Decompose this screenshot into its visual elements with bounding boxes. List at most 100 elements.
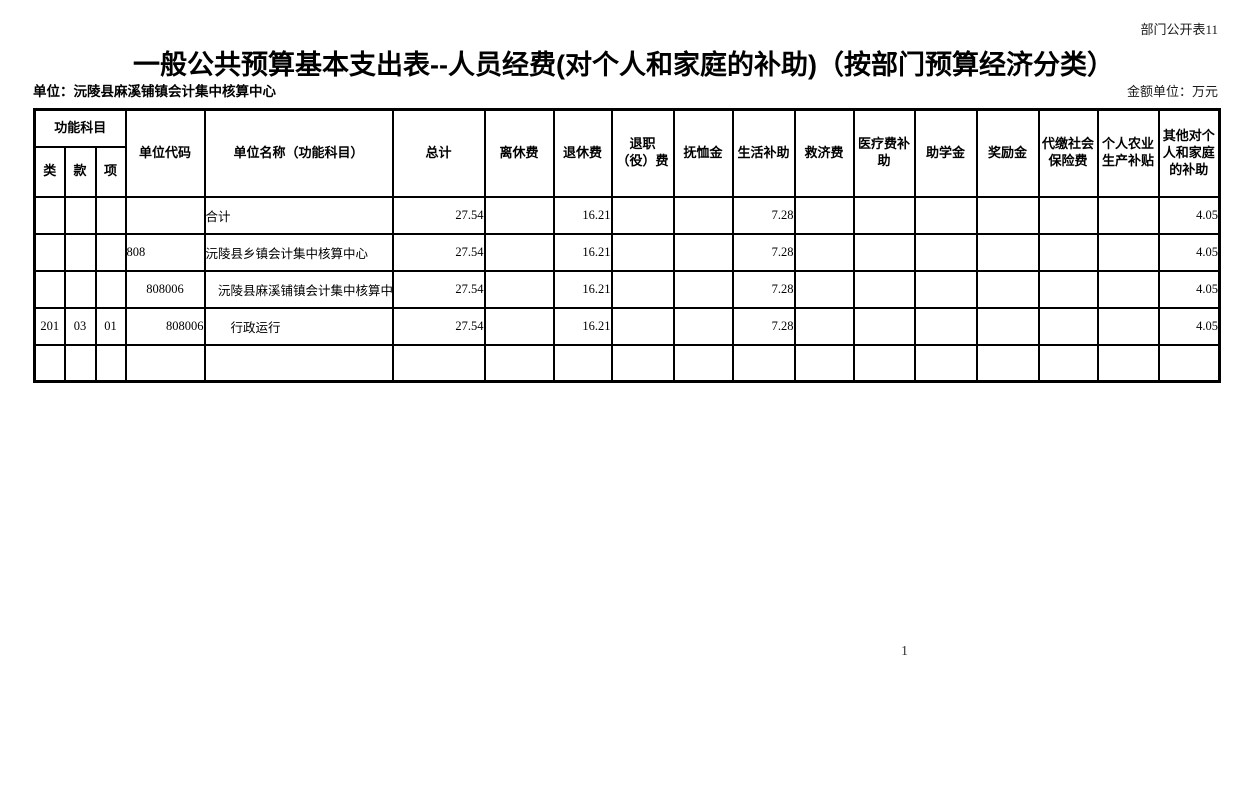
table-cell [33, 232, 66, 272]
table-cell [610, 343, 675, 383]
table-cell [852, 195, 916, 235]
header-daijiaoshebao: 代缴社会保险费 [1037, 108, 1099, 198]
page-number: 1 [901, 644, 908, 659]
table-cell: 7.28 [731, 195, 796, 235]
table-cell [975, 306, 1040, 346]
table-cell [975, 269, 1040, 309]
table-cell: 01 [94, 306, 127, 346]
table-cell: 7.28 [731, 232, 796, 272]
header-func-group: 功能科目 [33, 108, 127, 148]
header-lixiufei: 离休费 [483, 108, 555, 198]
table-cell [852, 343, 916, 383]
unit-label: 单位：沅陵县麻溪铺镇会计集中核算中心 [33, 84, 276, 99]
table-cell [483, 195, 555, 235]
header-tuizhifei: 退职（役）费 [610, 108, 675, 198]
table-cell [552, 343, 613, 383]
table-cell [33, 269, 66, 309]
header-unit-name: 单位名称（功能科目） [203, 108, 394, 198]
header-row-1: 功能科目 单位代码 单位名称（功能科目） 总计 离休费 退休费 退职（役）费 抚… [33, 108, 1221, 198]
table-cell [1037, 232, 1099, 272]
header-gerennongye: 个人农业生产补贴 [1096, 108, 1160, 198]
table-cell: 27.54 [391, 232, 486, 272]
table-cell [793, 306, 855, 346]
table-cell: 16.21 [552, 269, 613, 309]
header-qitabuzhu: 其他对个人和家庭的补助 [1157, 108, 1221, 198]
table-cell [1096, 195, 1160, 235]
table-cell [793, 343, 855, 383]
table-cell: 7.28 [731, 306, 796, 346]
table-cell: 201 [33, 306, 66, 346]
table-cell [913, 232, 978, 272]
header-yiliaofeibuzhu: 医疗费补助 [852, 108, 916, 198]
table-cell: 27.54 [391, 195, 486, 235]
table-cell: 16.21 [552, 232, 613, 272]
table-cell [63, 232, 97, 272]
table-cell [203, 343, 394, 383]
table-cell [793, 195, 855, 235]
table-cell [610, 232, 675, 272]
table-cell: 808006 [124, 269, 206, 309]
table-cell [1096, 232, 1160, 272]
table-cell [1037, 269, 1099, 309]
header-unit-code: 单位代码 [124, 108, 206, 198]
header-jiujifei: 救济费 [793, 108, 855, 198]
table-cell [483, 232, 555, 272]
table-cell [63, 269, 97, 309]
table-cell [672, 343, 734, 383]
table-body: 合计 27.54 16.21 7.28 4.05 808 沅陵县乡镇会计集中核算中心 27.5… [33, 195, 1221, 383]
table-cell [1157, 343, 1221, 383]
table-row: 201 03 01 808006 行政运行 27.54 16.21 7.28 4.05 [33, 306, 1221, 346]
table-cell [913, 269, 978, 309]
table-cell: 行政运行 [203, 306, 394, 346]
header-jianglijin: 奖励金 [975, 108, 1040, 198]
header-zhuxuejin: 助学金 [913, 108, 978, 198]
table-cell [793, 232, 855, 272]
amount-unit-label: 金额单位：万元 [1126, 84, 1218, 99]
table-cell [63, 343, 97, 383]
table-cell [33, 343, 66, 383]
table-cell [913, 306, 978, 346]
table-cell [793, 269, 855, 309]
table-cell [852, 306, 916, 346]
header-lei: 类 [33, 145, 66, 198]
table-cell [483, 269, 555, 309]
table-cell [610, 195, 675, 235]
table-cell [672, 195, 734, 235]
table-cell: 808 [124, 232, 206, 272]
table-cell [1037, 195, 1099, 235]
table-row: 808 沅陵县乡镇会计集中核算中心 27.54 16.21 7.28 4.05 [33, 232, 1221, 272]
page-title: 一般公共预算基本支出表--人员经费(对个人和家庭的补助)（按部门预算经济分类） [133, 50, 1114, 80]
table-cell [1037, 343, 1099, 383]
header-kuan: 款 [63, 145, 97, 198]
header-xiang: 项 [94, 145, 127, 198]
table-cell [94, 195, 127, 235]
table-cell [975, 195, 1040, 235]
table-cell [94, 343, 127, 383]
table-cell: 7.28 [731, 269, 796, 309]
table-cell [672, 306, 734, 346]
header-tuixiufei: 退休费 [552, 108, 613, 198]
table-cell [1096, 306, 1160, 346]
header-fuxujin: 抚恤金 [672, 108, 734, 198]
table-cell: 4.05 [1157, 232, 1221, 272]
table-cell [672, 269, 734, 309]
meta-row: 单位：沅陵县麻溪铺镇会计集中核算中心 金额单位：万元 [33, 80, 1218, 100]
table-cell [1037, 306, 1099, 346]
table-cell: 4.05 [1157, 269, 1221, 309]
header-row-2: 类 款 项 [33, 145, 1220, 198]
table-cell [975, 232, 1040, 272]
budget-table: 功能科目 单位代码 单位名称（功能科目） 总计 离休费 退休费 退职（役）费 抚… [33, 108, 1222, 383]
table-cell: 4.05 [1157, 306, 1221, 346]
table-cell: 808006 [124, 306, 206, 346]
table-cell [913, 195, 978, 235]
table-row [33, 343, 1221, 383]
table-cell [1096, 343, 1160, 383]
table-cell: 03 [63, 306, 97, 346]
table-cell [610, 306, 675, 346]
table-cell [1096, 269, 1160, 309]
table-cell [63, 195, 97, 235]
table-cell [124, 343, 206, 383]
table-cell [975, 343, 1040, 383]
table-cell: 合计 [203, 195, 394, 235]
